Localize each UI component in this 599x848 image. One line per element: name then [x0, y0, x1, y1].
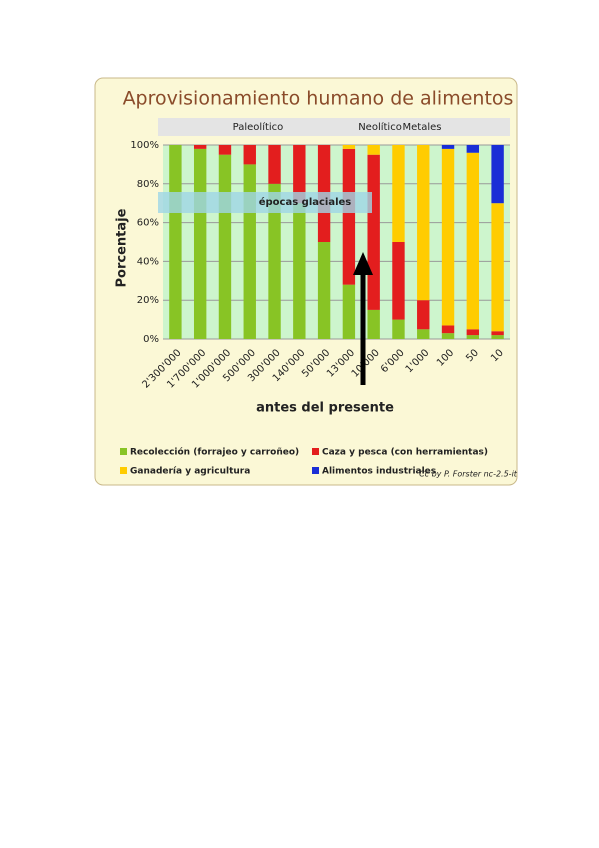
- bar-segment: [441, 145, 455, 149]
- legend-swatch: [120, 448, 127, 455]
- bar-segment: [268, 145, 281, 184]
- y-tick-label: 80%: [137, 179, 159, 190]
- bar-segment: [417, 329, 430, 339]
- bar-segment: [293, 203, 306, 339]
- legend-label: Recolección (forrajeo y carroñeo): [130, 447, 299, 458]
- arrow-head: [353, 252, 373, 275]
- bar-segment: [491, 145, 504, 204]
- bar-segment: [243, 164, 256, 339]
- bar-segment: [491, 335, 504, 339]
- bar-segment: [417, 145, 430, 301]
- bar-segment: [218, 154, 232, 339]
- bar-segment: [466, 145, 480, 153]
- chart-title: Aprovisionamiento humano de alimentos: [123, 88, 514, 110]
- bar-segment: [367, 154, 380, 310]
- bar-segment: [218, 145, 232, 155]
- bar-segment: [193, 145, 207, 149]
- bar-segment: [342, 148, 356, 285]
- bar-segment: [466, 152, 480, 330]
- y-axis-label: Porcentaje: [115, 208, 130, 287]
- bar-segment: [466, 329, 480, 336]
- bar-segment: [392, 145, 405, 242]
- period-label: Metales: [403, 122, 442, 133]
- bar-segment: [491, 331, 504, 336]
- bar-segment: [243, 145, 256, 165]
- bar-segment: [392, 242, 405, 320]
- period-label: Paleolítico: [233, 121, 284, 133]
- bar-segment: [193, 148, 207, 339]
- legend-swatch: [312, 448, 319, 455]
- y-tick-label: 100%: [130, 140, 159, 151]
- y-tick-label: 60%: [137, 218, 159, 229]
- bar-segment: [367, 145, 380, 155]
- y-tick-label: 0%: [143, 334, 159, 345]
- y-tick-label: 40%: [137, 256, 159, 267]
- glacial-band: [158, 192, 372, 213]
- y-tick-label: 20%: [137, 295, 159, 306]
- bar-segment: [441, 333, 455, 339]
- bar-segment: [441, 325, 455, 334]
- legend-label: Ganadería y agricultura: [130, 467, 250, 477]
- period-label: Neolítico: [358, 121, 402, 133]
- credit: Cc by P. Forster nc-2.5-it: [419, 470, 518, 479]
- legend-swatch: [120, 467, 127, 474]
- legend-label: Alimentos industriales: [322, 467, 436, 477]
- bar-segment: [441, 148, 455, 326]
- bar-segment: [367, 309, 380, 339]
- bar-segment: [491, 203, 504, 332]
- x-axis-label: antes del presente: [256, 401, 394, 416]
- period-strip: [158, 118, 510, 136]
- legend-label: Caza y pesca (con herramientas): [322, 448, 488, 458]
- bar-segment: [293, 145, 306, 204]
- bar-segment: [342, 284, 356, 339]
- bar-segment: [417, 300, 430, 330]
- annotation: épocas glaciales: [259, 196, 352, 208]
- bar-segment: [392, 319, 405, 339]
- bar-segment: [342, 145, 356, 149]
- bar-segment: [317, 242, 331, 339]
- bar-segment: [268, 183, 281, 339]
- overlay: épocas glaciales: [158, 192, 373, 385]
- bar-segment: [169, 145, 182, 339]
- legend-swatch: [312, 467, 319, 474]
- bar-segment: [466, 335, 480, 339]
- plot-area: [163, 145, 510, 339]
